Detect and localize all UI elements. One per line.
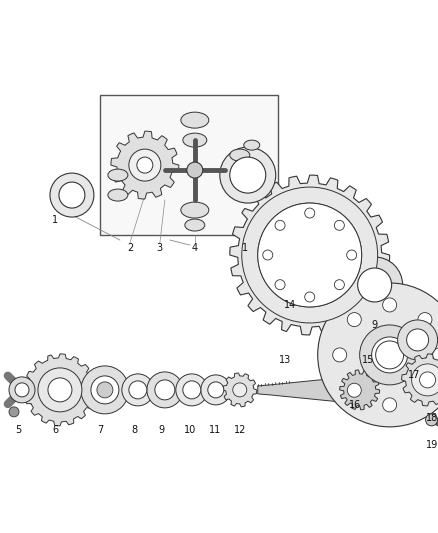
Circle shape — [420, 372, 436, 388]
Circle shape — [147, 372, 183, 408]
Circle shape — [383, 398, 397, 412]
Polygon shape — [111, 131, 179, 199]
Circle shape — [50, 173, 94, 217]
Circle shape — [48, 378, 72, 402]
Text: 9: 9 — [371, 320, 378, 330]
Circle shape — [418, 312, 432, 327]
Circle shape — [412, 364, 438, 396]
Circle shape — [129, 381, 147, 399]
Circle shape — [38, 368, 82, 412]
Circle shape — [183, 381, 201, 399]
Polygon shape — [258, 376, 365, 404]
Text: 11: 11 — [208, 425, 221, 435]
Circle shape — [433, 348, 438, 362]
Ellipse shape — [108, 189, 128, 201]
Ellipse shape — [181, 202, 209, 218]
Ellipse shape — [244, 140, 260, 150]
Circle shape — [59, 182, 85, 208]
Text: 19: 19 — [425, 440, 438, 450]
Text: 7: 7 — [97, 425, 103, 435]
Circle shape — [334, 220, 344, 230]
Ellipse shape — [183, 133, 207, 147]
Ellipse shape — [230, 149, 250, 161]
Circle shape — [346, 250, 357, 260]
Circle shape — [358, 268, 392, 302]
Text: 3: 3 — [157, 243, 163, 253]
Text: 1: 1 — [52, 215, 58, 225]
Ellipse shape — [108, 169, 128, 181]
Circle shape — [406, 329, 429, 351]
Circle shape — [242, 187, 378, 323]
Circle shape — [129, 149, 161, 181]
Text: 18: 18 — [425, 413, 438, 423]
Circle shape — [275, 280, 285, 289]
Circle shape — [426, 414, 438, 426]
Text: 1: 1 — [242, 243, 248, 253]
Circle shape — [15, 383, 29, 397]
Text: 12: 12 — [233, 425, 246, 435]
Circle shape — [333, 348, 346, 362]
Circle shape — [230, 157, 266, 193]
Text: 6: 6 — [52, 425, 58, 435]
Circle shape — [201, 375, 231, 405]
Circle shape — [122, 374, 154, 406]
Circle shape — [318, 283, 438, 427]
Polygon shape — [223, 373, 257, 407]
Circle shape — [137, 157, 153, 173]
Circle shape — [176, 374, 208, 406]
Circle shape — [9, 407, 19, 417]
Text: 15: 15 — [361, 355, 374, 365]
Circle shape — [220, 147, 276, 203]
Text: 16: 16 — [349, 400, 361, 410]
Circle shape — [305, 208, 315, 218]
Circle shape — [376, 341, 404, 369]
Text: 5: 5 — [15, 425, 21, 435]
Circle shape — [347, 383, 361, 397]
Circle shape — [81, 366, 129, 414]
Text: 8: 8 — [132, 425, 138, 435]
Text: 17: 17 — [408, 370, 421, 380]
Circle shape — [347, 312, 361, 327]
Polygon shape — [24, 354, 96, 426]
Circle shape — [383, 298, 397, 312]
Circle shape — [155, 380, 175, 400]
Circle shape — [9, 377, 35, 403]
Text: 4: 4 — [192, 243, 198, 253]
Circle shape — [208, 382, 224, 398]
Circle shape — [346, 257, 403, 313]
Circle shape — [187, 162, 203, 178]
Circle shape — [305, 292, 315, 302]
Text: 2: 2 — [127, 243, 133, 253]
Circle shape — [91, 376, 119, 404]
Circle shape — [263, 250, 273, 260]
Circle shape — [258, 203, 362, 307]
Polygon shape — [402, 354, 438, 406]
Circle shape — [398, 320, 438, 360]
Circle shape — [97, 382, 113, 398]
Circle shape — [258, 203, 362, 307]
Text: 10: 10 — [184, 425, 196, 435]
Bar — [100, 95, 278, 235]
Circle shape — [372, 337, 408, 373]
Text: 14: 14 — [283, 300, 296, 310]
Circle shape — [418, 383, 432, 397]
Circle shape — [275, 220, 285, 230]
Ellipse shape — [185, 219, 205, 231]
Circle shape — [360, 325, 420, 385]
Circle shape — [334, 280, 344, 289]
Text: 13: 13 — [279, 355, 291, 365]
Polygon shape — [230, 175, 390, 335]
Ellipse shape — [181, 112, 209, 128]
Circle shape — [233, 383, 247, 397]
Polygon shape — [340, 370, 380, 410]
Text: 9: 9 — [159, 425, 165, 435]
